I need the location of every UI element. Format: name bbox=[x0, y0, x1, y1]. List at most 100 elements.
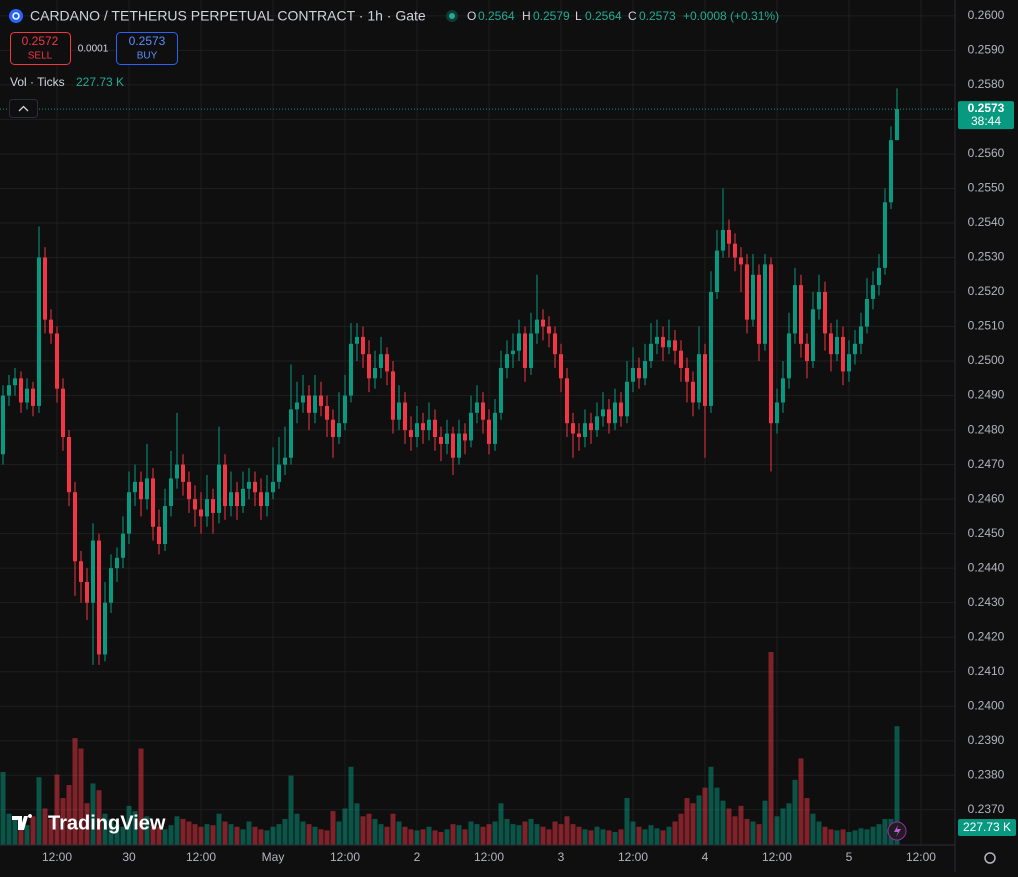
candle-body bbox=[84, 581, 89, 603]
y-tick-label: 0.2510 bbox=[968, 319, 1005, 333]
y-tick-label: 0.2580 bbox=[968, 77, 1005, 91]
candle-body bbox=[282, 457, 287, 465]
candle-body bbox=[780, 378, 785, 403]
volume-bar bbox=[894, 726, 900, 845]
volume-bar bbox=[414, 830, 420, 845]
candle-body bbox=[360, 336, 365, 355]
volume-bar bbox=[798, 758, 804, 845]
last-price-box bbox=[958, 101, 1014, 130]
volume-value-label: 227.73 K bbox=[963, 820, 1011, 834]
candle-body bbox=[120, 533, 125, 558]
candle-body bbox=[786, 333, 791, 379]
chart-title[interactable]: CARDANO / TETHERUS PERPETUAL CONTRACT · … bbox=[30, 8, 426, 24]
volume-bar bbox=[492, 821, 498, 845]
volume-title[interactable]: Vol · Ticks bbox=[10, 75, 65, 89]
volume-bar bbox=[846, 831, 852, 845]
volume-bar bbox=[582, 829, 588, 845]
candle-body bbox=[330, 419, 335, 437]
candle-body bbox=[12, 378, 17, 386]
sell-label: SELL bbox=[28, 51, 53, 62]
volume-bar bbox=[654, 828, 660, 845]
y-tick-label: 0.2380 bbox=[968, 767, 1005, 781]
volume-bar bbox=[150, 824, 156, 845]
candle-body bbox=[222, 464, 227, 507]
volume-bar bbox=[336, 821, 342, 845]
volume-bar bbox=[486, 824, 492, 845]
candle-body bbox=[750, 274, 755, 320]
x-tick-label: 12:00 bbox=[42, 850, 72, 864]
y-tick-label: 0.2600 bbox=[968, 8, 1005, 22]
candle-body bbox=[246, 481, 251, 489]
volume-bar bbox=[348, 766, 354, 845]
volume-bar bbox=[444, 829, 450, 845]
y-tick-label: 0.2400 bbox=[968, 698, 1005, 712]
symbol-icon-mark bbox=[12, 12, 20, 20]
candle-body bbox=[474, 402, 479, 413]
candle-body bbox=[600, 409, 605, 417]
volume-bar bbox=[498, 803, 504, 845]
volume-bar bbox=[120, 826, 126, 845]
candle-body bbox=[630, 367, 635, 382]
volume-bar bbox=[558, 824, 564, 845]
volume-bar bbox=[468, 821, 474, 845]
volume-bar bbox=[324, 830, 330, 845]
volume-bar bbox=[792, 779, 798, 845]
volume-bar bbox=[408, 829, 414, 845]
candle-body bbox=[126, 492, 131, 534]
volume-bar bbox=[816, 821, 822, 845]
sell-button[interactable] bbox=[10, 32, 71, 65]
collapse-button[interactable] bbox=[9, 99, 38, 118]
candle-body bbox=[216, 464, 221, 513]
y-tick-label: 0.2500 bbox=[968, 353, 1005, 367]
symbol-icon[interactable] bbox=[9, 9, 23, 23]
logo[interactable]: TradingView bbox=[12, 812, 166, 834]
volume-bar bbox=[78, 748, 84, 845]
volume-bar bbox=[294, 813, 300, 845]
volume-bar bbox=[138, 748, 144, 845]
volume-bar bbox=[828, 829, 834, 845]
candle-body bbox=[414, 423, 419, 437]
candle-body bbox=[114, 557, 119, 569]
alert-icon bbox=[894, 825, 901, 837]
volume-bar bbox=[24, 825, 30, 845]
volume-bar bbox=[168, 825, 174, 845]
volume-bar bbox=[330, 811, 336, 845]
candle-body bbox=[132, 481, 137, 493]
candle-body bbox=[804, 343, 809, 362]
plot-area bbox=[0, 0, 955, 845]
candle-body bbox=[570, 423, 575, 434]
volume-bar bbox=[192, 824, 198, 845]
volume-bar bbox=[612, 831, 618, 845]
volume-bar bbox=[750, 821, 756, 845]
settings-button[interactable] bbox=[984, 852, 996, 864]
volume-bar bbox=[12, 818, 18, 845]
y-tick-label: 0.2410 bbox=[968, 664, 1005, 678]
candle-body bbox=[468, 412, 473, 441]
volume-bar bbox=[606, 830, 612, 845]
candle-body bbox=[228, 492, 233, 507]
volume-bar bbox=[660, 830, 666, 845]
ohlc-value: 0.2564 bbox=[478, 9, 515, 23]
candle-body bbox=[102, 602, 107, 655]
candle-body bbox=[342, 395, 347, 424]
candle-body bbox=[864, 298, 869, 327]
volume-bar bbox=[732, 816, 738, 845]
candle-body bbox=[768, 264, 773, 424]
candle-body bbox=[726, 229, 731, 244]
candle-body bbox=[108, 568, 113, 603]
candle-body bbox=[270, 481, 275, 493]
candle-body bbox=[708, 292, 713, 406]
volume-bar bbox=[270, 826, 276, 845]
volume-bar bbox=[684, 798, 690, 845]
candle-body bbox=[846, 354, 851, 372]
volume-bar bbox=[102, 813, 108, 845]
buy-button[interactable] bbox=[116, 32, 178, 65]
candle-body bbox=[774, 402, 779, 424]
ohlc-value: 0.2579 bbox=[533, 9, 570, 23]
candle-body bbox=[696, 354, 701, 403]
collapse-icon bbox=[18, 105, 29, 112]
status-dot bbox=[449, 13, 455, 19]
volume-bar bbox=[474, 824, 480, 845]
candle-body bbox=[612, 402, 617, 424]
x-tick-label: 12:00 bbox=[186, 850, 216, 864]
